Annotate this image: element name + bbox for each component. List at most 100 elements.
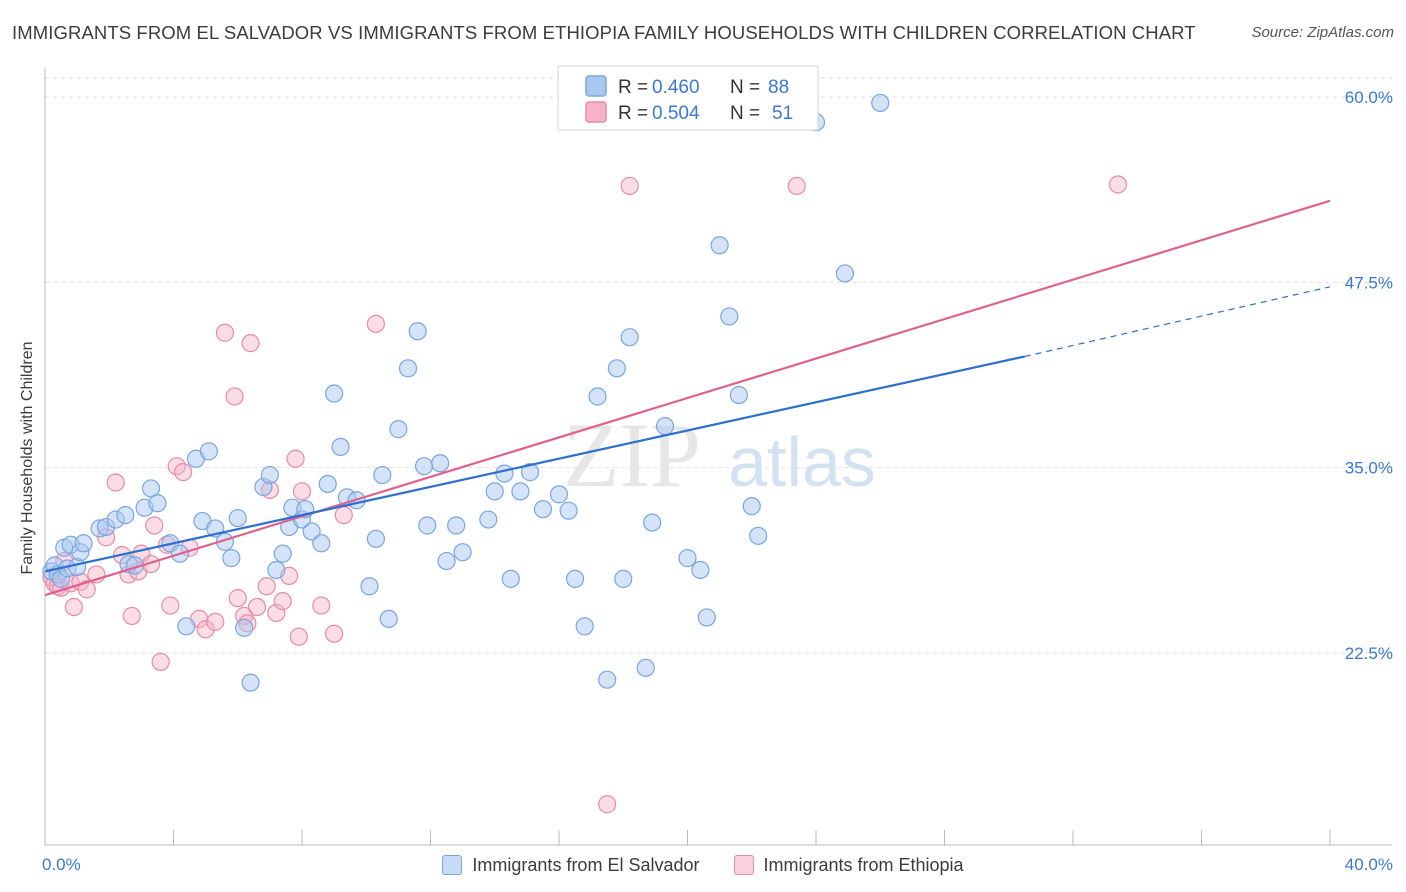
data-point-el-salvador: [697, 608, 716, 627]
data-point-el-salvador: [318, 474, 337, 494]
data-point-ethiopia: [334, 506, 353, 525]
legend-r-label-pink: R =: [618, 103, 653, 124]
data-point-el-salvador: [379, 609, 398, 628]
data-point-el-salvador: [729, 385, 749, 405]
data-point-ethiopia: [196, 620, 215, 639]
data-point-el-salvador: [418, 516, 437, 535]
legend-n-label-blue: N =: [730, 77, 765, 98]
data-point-el-salvador: [835, 264, 855, 283]
data-point-el-salvador: [511, 482, 530, 501]
legend-swatch-pink: [585, 101, 607, 123]
data-point-el-salvador: [241, 673, 260, 692]
watermark-atlas: atlas: [728, 423, 876, 501]
legend-item-ethiopia[interactable]: Immigrants from Ethiopia: [733, 854, 964, 876]
data-point-el-salvador: [453, 543, 472, 562]
data-point-el-salvador: [302, 522, 321, 541]
data-point-ethiopia: [620, 176, 639, 196]
trend-line-ethiopia: [44, 199, 1331, 597]
data-point-el-salvador: [620, 328, 639, 347]
legend-swatch-ethiopia: [733, 855, 754, 875]
data-point-ethiopia: [228, 589, 247, 608]
data-point-ethiopia: [161, 596, 180, 615]
data-point-el-salvador: [177, 617, 196, 636]
data-point-el-salvador: [447, 516, 466, 535]
data-point-el-salvador: [607, 359, 626, 378]
data-point-ethiopia: [225, 387, 244, 406]
legend-r-value-pink: 0.504: [652, 103, 700, 124]
x-tick-labels: 0.0% 40.0%: [42, 855, 1393, 874]
data-point-el-salvador: [614, 569, 633, 588]
data-point-el-salvador: [373, 465, 392, 485]
data-point-el-salvador: [389, 420, 408, 439]
data-point-el-salvador: [260, 465, 279, 485]
source-label: Source: ZipAtlas.com: [1251, 24, 1394, 41]
data-point-el-salvador: [331, 437, 350, 457]
data-point-el-salvador: [691, 560, 710, 580]
trend-line-el-salvador-extension: [1024, 286, 1331, 358]
data-point-ethiopia: [206, 612, 225, 631]
legend-n-value-blue: 88: [768, 77, 789, 98]
data-point-ethiopia: [273, 592, 292, 611]
data-point-el-salvador: [655, 417, 675, 436]
data-point-el-salvador: [325, 384, 344, 403]
data-point-el-salvador: [437, 551, 456, 571]
data-point-el-salvador: [360, 577, 379, 596]
data-point-el-salvador: [222, 549, 241, 568]
chart-title: IMMIGRANTS FROM EL SALVADOR VS IMMIGRANT…: [12, 22, 1196, 43]
data-point-el-salvador: [228, 508, 247, 528]
y-tick-labels: 22.5% 35.0% 47.5% 60.0%: [1345, 88, 1393, 663]
data-point-el-salvador: [199, 442, 218, 461]
y-tick-label: 35.0%: [1345, 459, 1393, 478]
data-point-ethiopia: [241, 334, 260, 353]
x-tick-label: 0.0%: [42, 855, 81, 874]
x-tick-label: 40.0%: [1345, 855, 1393, 874]
data-point-el-salvador: [559, 501, 578, 520]
legend-n-label-pink: N =: [730, 103, 765, 124]
data-point-el-salvador: [501, 569, 520, 588]
data-point-el-salvador: [68, 557, 87, 577]
data-point-ethiopia: [145, 516, 164, 535]
data-point-el-salvador: [479, 510, 498, 529]
data-point-el-salvador: [588, 387, 607, 406]
data-point-el-salvador: [871, 93, 890, 113]
legend-label-ethiopia: Immigrants from Ethiopia: [763, 854, 964, 875]
data-point-el-salvador: [273, 544, 292, 563]
data-point-ethiopia: [77, 580, 96, 599]
y-tick-label: 60.0%: [1345, 88, 1393, 107]
axis-layer: [44, 68, 1392, 846]
y-tick-label: 22.5%: [1345, 644, 1393, 663]
data-point-el-salvador: [636, 658, 655, 677]
watermark: ZIP atlas: [563, 404, 876, 506]
legend-r-value-blue: 0.460: [652, 77, 700, 98]
data-point-ethiopia: [289, 627, 308, 646]
data-point-el-salvador: [598, 670, 617, 689]
data-point-el-salvador: [312, 534, 331, 553]
legend-r-label-blue: R =: [618, 77, 653, 98]
data-point-el-salvador: [749, 526, 768, 545]
data-point-el-salvador: [742, 497, 761, 516]
data-point-ethiopia: [257, 577, 276, 596]
data-point-el-salvador: [575, 617, 594, 636]
data-point-el-salvador: [74, 534, 93, 553]
legend-bottom: Immigrants from El Salvador Immigrants f…: [0, 852, 1406, 878]
data-point-ethiopia: [366, 314, 385, 333]
y-tick-label: 47.5%: [1345, 273, 1393, 292]
trend-lines: [44, 199, 1331, 597]
legend-n-value-pink: 51: [772, 103, 793, 124]
data-point-ethiopia: [312, 596, 331, 615]
data-point-el-salvador: [720, 307, 739, 326]
data-point-el-salvador: [235, 618, 254, 637]
data-point-el-salvador: [408, 322, 427, 341]
watermark-zip: ZIP: [563, 404, 701, 506]
data-point-ethiopia: [325, 624, 344, 643]
legend-item-el-salvador[interactable]: Immigrants from El Salvador: [442, 855, 700, 876]
grid-layer: [45, 77, 1392, 654]
data-point-el-salvador: [431, 454, 450, 473]
legend-swatch-blue: [585, 75, 607, 97]
data-point-ethiopia: [286, 449, 305, 468]
legend-swatch-el-salvador: [442, 855, 463, 875]
data-point-el-salvador: [710, 236, 729, 255]
data-point-ethiopia: [787, 176, 806, 196]
data-point-el-salvador: [520, 463, 540, 482]
